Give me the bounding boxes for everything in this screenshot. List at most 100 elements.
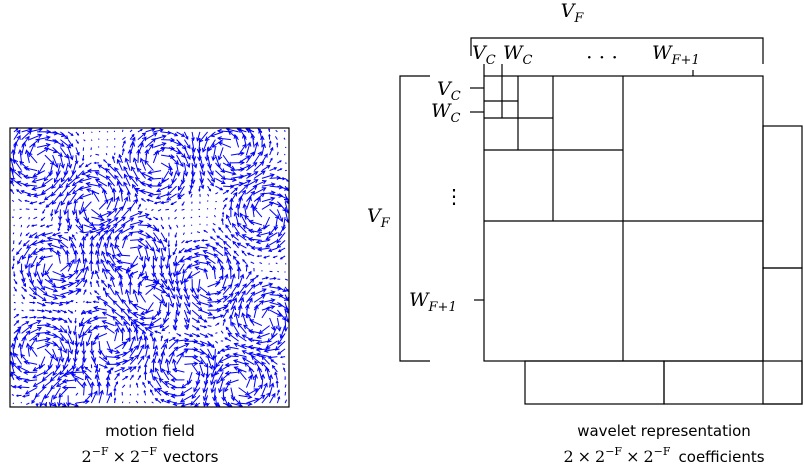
- motion-vector: [13, 142, 17, 156]
- motion-vector: [210, 371, 216, 385]
- motion-vector-head: [161, 368, 166, 373]
- motion-vector: [123, 166, 131, 179]
- motion-vector: [215, 192, 219, 195]
- motion-vector-head: [140, 344, 145, 350]
- motion-vector: [159, 359, 162, 373]
- motion-vector-head: [216, 379, 221, 385]
- motion-vector-head: [217, 351, 221, 355]
- motion-vector-head: [169, 302, 175, 308]
- motion-vector: [106, 229, 115, 241]
- motion-vector: [275, 129, 278, 133]
- motion-vector-head: [248, 344, 254, 350]
- motion-vector-head: [193, 259, 199, 265]
- motion-vector: [145, 232, 157, 242]
- motion-vector: [29, 332, 41, 342]
- motion-vector-head: [220, 175, 226, 181]
- motion-vector-head: [203, 255, 209, 261]
- left-wf1-label: WF+1: [409, 289, 457, 315]
- motion-vector: [106, 340, 113, 354]
- motion-vector: [237, 369, 247, 381]
- motion-vector-head: [103, 241, 108, 247]
- motion-vector-head: [79, 228, 85, 234]
- motion-vector-head: [134, 324, 140, 329]
- motion-vector-head: [30, 224, 34, 227]
- motion-vector-head: [127, 327, 133, 332]
- motion-vector: [94, 307, 107, 311]
- motion-vector-head: [48, 248, 54, 253]
- motion-vector: [66, 250, 69, 264]
- motion-vector-head: [144, 160, 149, 165]
- motion-vector-head: [103, 159, 106, 162]
- motion-vector-head: [252, 206, 258, 212]
- motion-vector: [222, 319, 226, 326]
- motion-vector-head: [49, 376, 55, 382]
- motion-vector: [253, 374, 257, 388]
- motion-vector: [114, 216, 126, 226]
- motion-vector: [25, 208, 30, 210]
- motion-vector: [218, 379, 224, 393]
- motion-vector-head: [141, 275, 147, 281]
- motion-vector: [152, 271, 159, 284]
- motion-vector: [34, 232, 46, 239]
- motion-vector: [75, 277, 85, 288]
- motion-vector-head: [22, 335, 27, 341]
- motion-vector-head: [250, 283, 256, 289]
- motion-vector: [130, 238, 144, 241]
- motion-vector: [145, 344, 149, 357]
- motion-vector-head: [172, 251, 176, 256]
- motion-vector: [261, 299, 275, 303]
- motion-vector-head: [115, 196, 120, 202]
- motion-vector: [178, 178, 185, 191]
- motion-vector-head: [170, 146, 176, 151]
- motion-vector: [183, 139, 191, 149]
- motion-vector-head: [245, 243, 250, 247]
- motion-vector-head: [274, 371, 278, 376]
- motion-vector: [269, 277, 276, 280]
- motion-vector: [199, 294, 212, 301]
- motion-vector-head: [26, 192, 32, 197]
- motion-vector-head: [61, 378, 67, 384]
- motion-vector-head: [73, 269, 79, 275]
- motion-vector-head: [155, 247, 160, 253]
- motion-vector-head: [257, 366, 262, 372]
- motion-vector-head: [44, 394, 49, 400]
- motion-vector-head: [177, 192, 182, 198]
- motion-vector: [213, 387, 216, 401]
- motion-vector-head: [196, 288, 201, 294]
- motion-vector-head: [279, 333, 285, 339]
- motion-vector: [176, 224, 179, 228]
- motion-vector: [83, 300, 85, 303]
- motion-vector-head: [24, 199, 27, 202]
- motion-vector-head: [192, 239, 196, 243]
- motion-vector: [199, 309, 213, 316]
- motion-vector-head: [59, 142, 65, 147]
- motion-vector-head: [112, 315, 118, 321]
- motion-vector: [196, 231, 201, 234]
- motion-vector: [60, 282, 73, 288]
- motion-vector: [174, 216, 177, 220]
- motion-vector-head: [105, 375, 111, 381]
- motion-vector-head: [193, 252, 199, 257]
- motion-vector: [52, 325, 63, 333]
- motion-vector-head: [147, 170, 153, 175]
- motion-vector-head: [64, 319, 68, 323]
- motion-vector: [35, 387, 46, 398]
- motion-vector: [176, 294, 181, 308]
- motion-vector-head: [277, 249, 282, 253]
- motion-vector-head: [222, 240, 228, 245]
- motion-vector: [111, 309, 123, 319]
- motion-vector-head: [217, 141, 223, 146]
- motion-vector-head: [239, 151, 245, 156]
- motion-vector: [168, 332, 170, 334]
- motion-vector: [138, 291, 147, 303]
- motion-vector: [230, 182, 243, 187]
- motion-vector-head: [236, 242, 241, 247]
- motion-vector-head: [237, 368, 243, 374]
- motion-vector-head: [167, 244, 171, 248]
- motion-vector: [121, 140, 126, 148]
- motion-vector-head: [261, 187, 267, 192]
- motion-vector-head: [215, 281, 221, 286]
- motion-vector-head: [97, 182, 103, 188]
- motion-vector-head: [70, 133, 74, 137]
- motion-vector: [106, 382, 109, 396]
